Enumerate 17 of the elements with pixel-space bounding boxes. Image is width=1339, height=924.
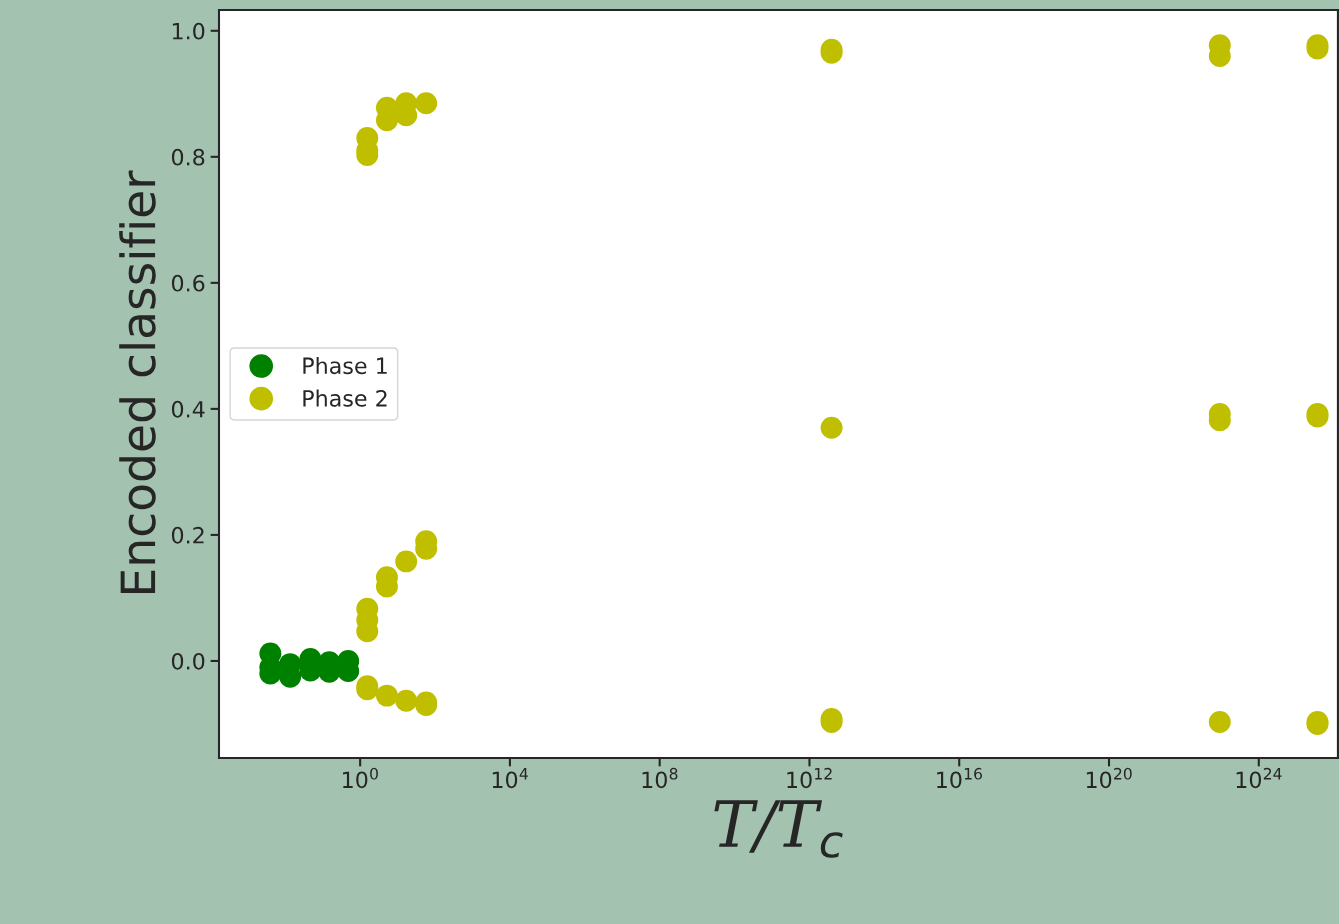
legend-label: Phase 2 — [303, 389, 387, 407]
x-tick-label: 10$^{24}$ — [1236, 767, 1282, 789]
y-tick-label: 1.0 — [172, 22, 205, 40]
x-tick-label: 10$^{20}$ — [1086, 767, 1132, 789]
x-tick-label: 10$^{0}$ — [343, 767, 378, 789]
x-tick-label: 10$^{12}$ — [787, 767, 832, 789]
x-tick-label: 10$^{4}$ — [492, 768, 528, 789]
x-tick-label: 10$^{8}$ — [642, 767, 678, 789]
y-axis-title: Encoded classifier — [119, 170, 156, 593]
y-tick-label: 0.8 — [171, 148, 205, 166]
y-tick-label: 0.2 — [171, 526, 204, 544]
legend-label: Phase 1 — [303, 356, 387, 375]
y-tick-label: 0.4 — [171, 400, 205, 418]
y-tick-label: 0.6 — [171, 274, 205, 292]
x-tick-label: 10$^{16}$ — [937, 767, 982, 789]
y-tick-label: 0.0 — [171, 652, 205, 670]
x-axis-title: T/T$_{c}$ — [714, 800, 843, 858]
